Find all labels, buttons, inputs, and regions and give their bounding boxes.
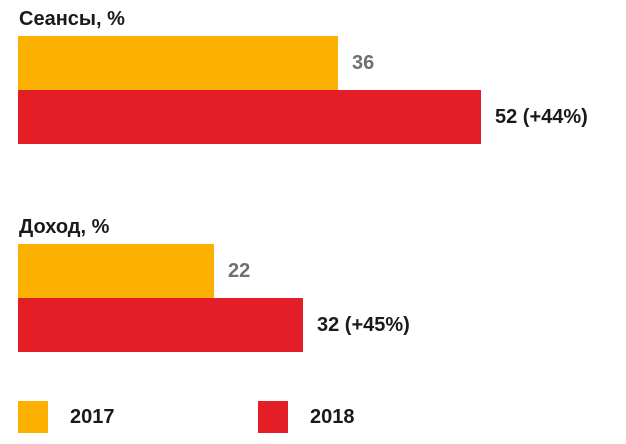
bar-revenue-2018 xyxy=(18,298,303,352)
legend-swatch-2017 xyxy=(18,401,48,433)
group-title-revenue: Доход, % xyxy=(19,216,110,238)
value-label-sessions-2017: 36 xyxy=(352,52,375,74)
group-title-sessions: Сеансы, % xyxy=(19,8,125,30)
legend: 2017 2018 xyxy=(0,397,626,437)
bar-sessions-2017 xyxy=(18,36,338,90)
value-label-revenue-2018: 32 (+45%) xyxy=(317,314,410,336)
legend-label-2018: 2018 xyxy=(310,405,355,428)
legend-swatch-2018 xyxy=(258,401,288,433)
value-label-sessions-2018: 52 (+44%) xyxy=(495,106,588,128)
legend-label-2017: 2017 xyxy=(70,405,115,428)
bar-revenue-2017 xyxy=(18,244,214,298)
bar-sessions-2018 xyxy=(18,90,481,144)
legend-item-2018: 2018 xyxy=(258,397,355,437)
legend-item-2017: 2017 xyxy=(18,397,115,437)
value-label-revenue-2017: 22 xyxy=(228,260,251,282)
